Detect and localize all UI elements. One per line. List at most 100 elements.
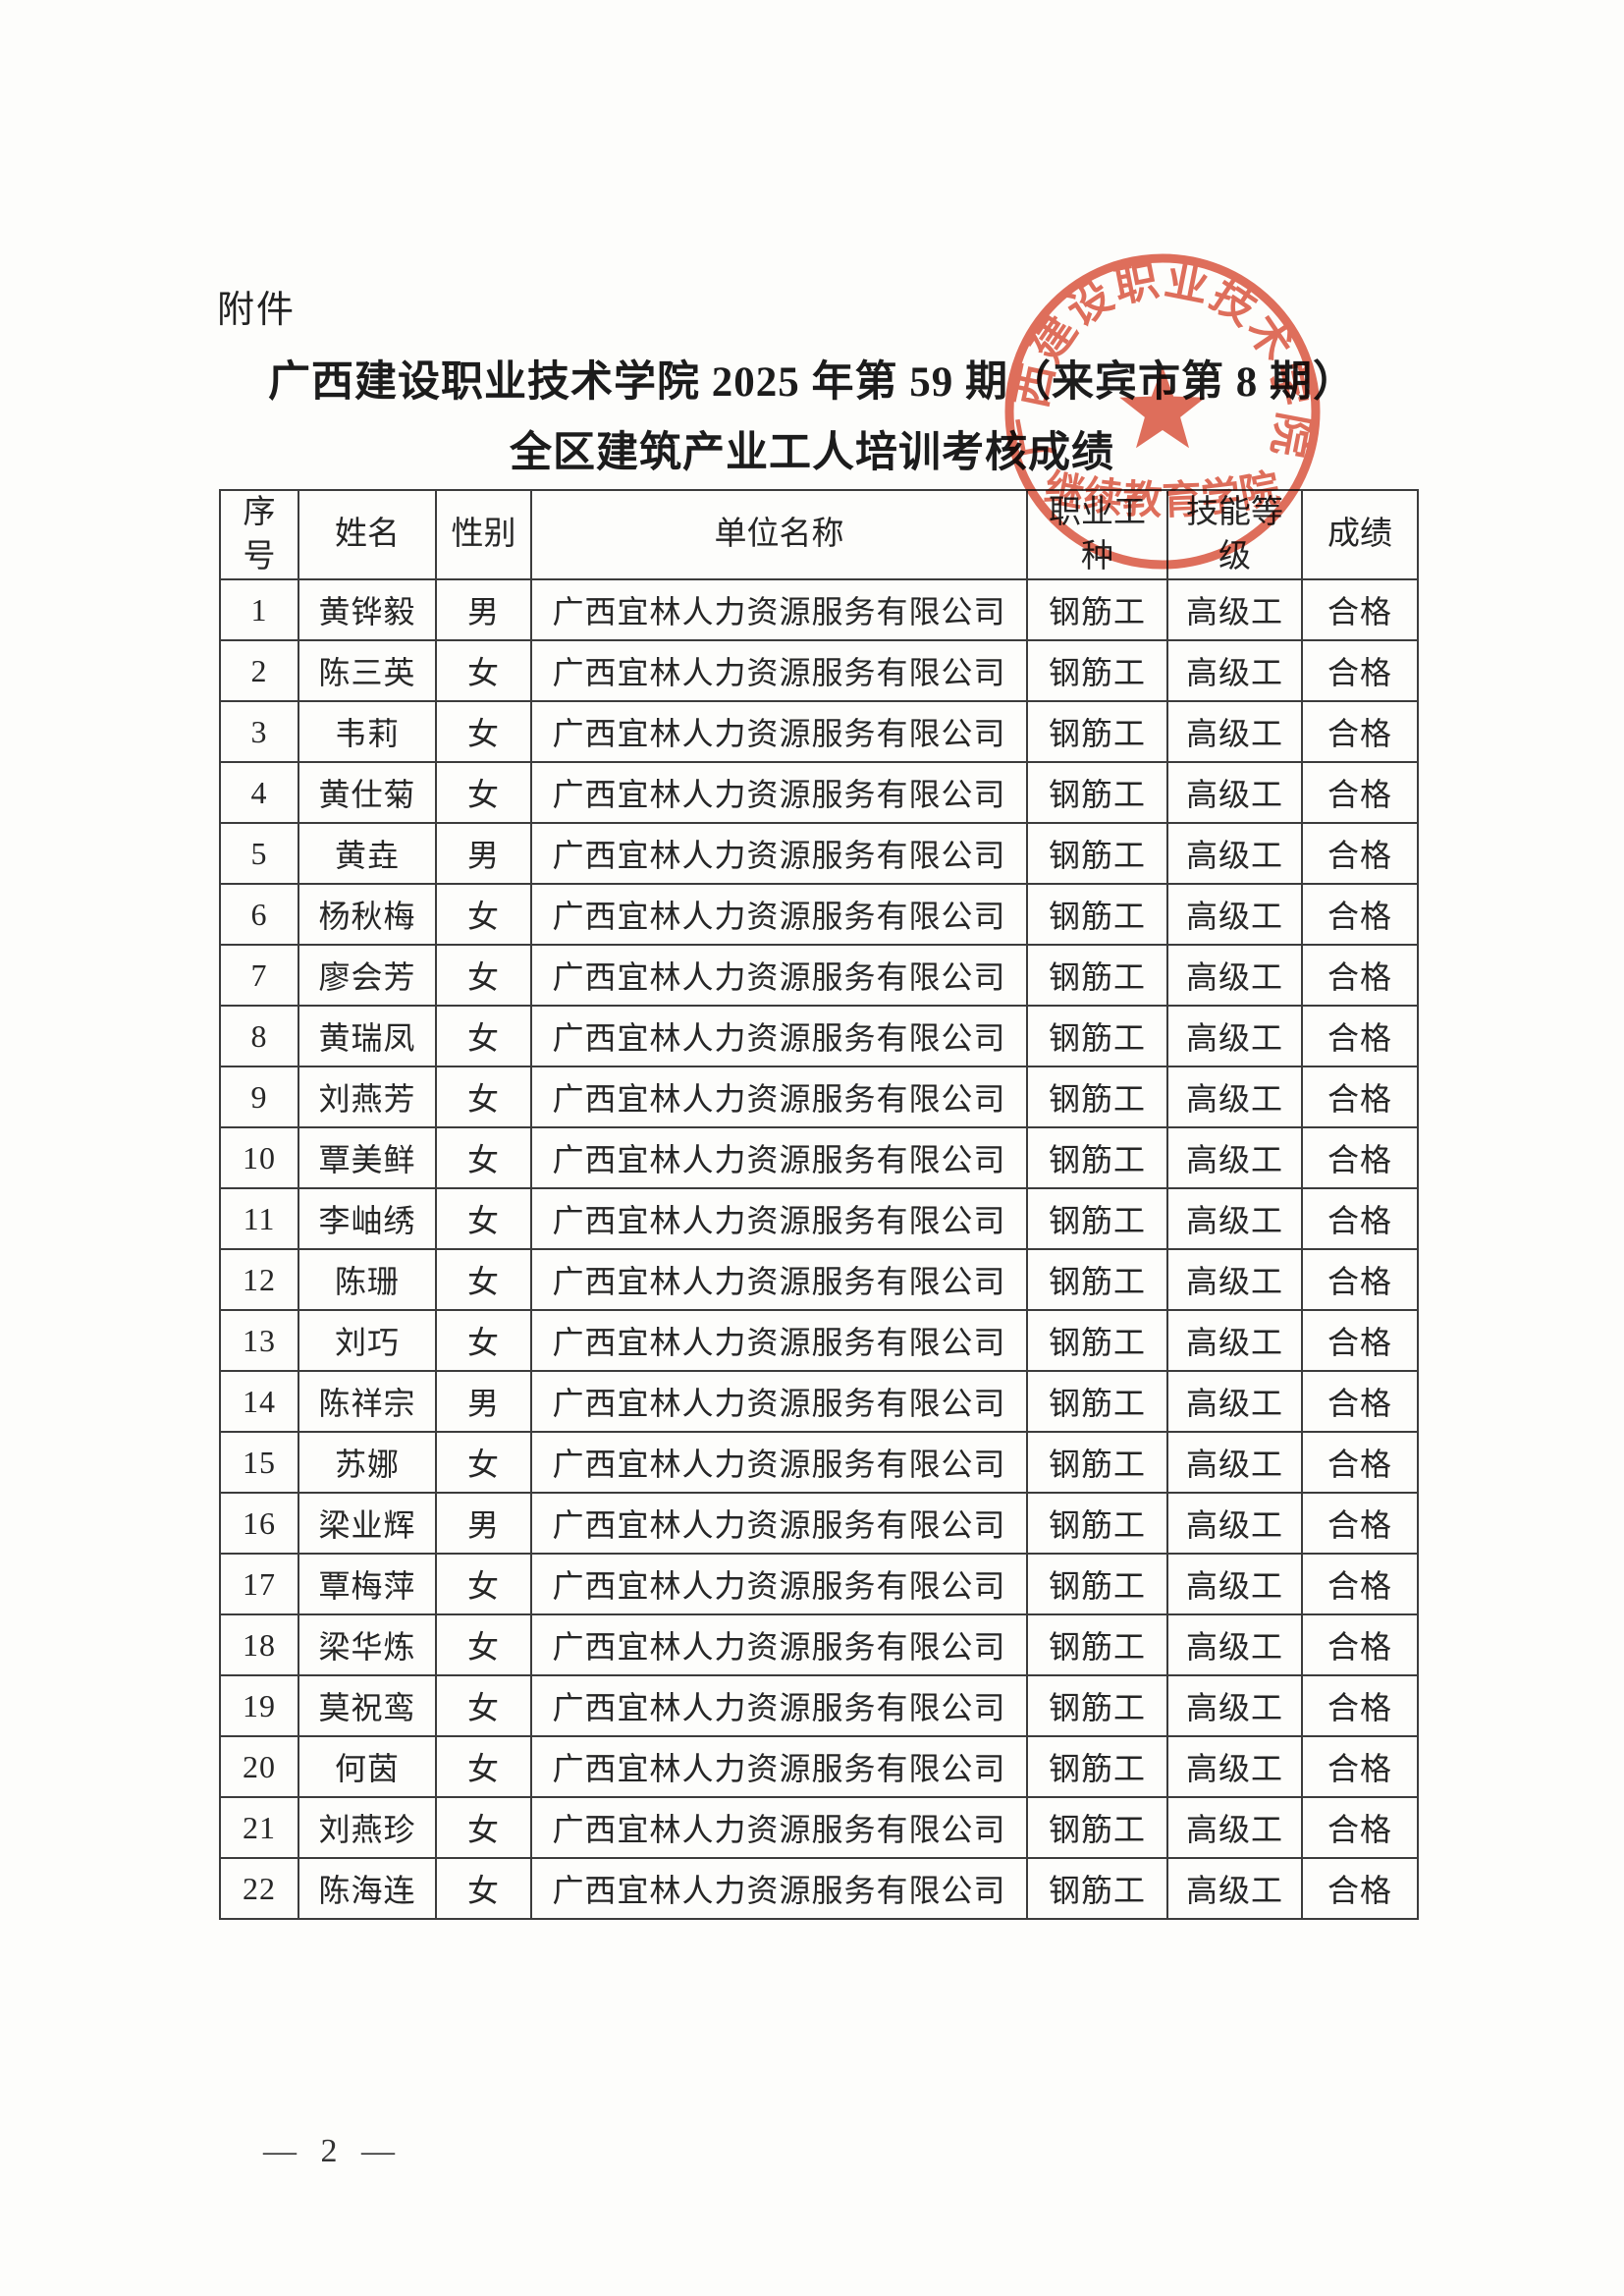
table-cell: 合格 — [1301, 883, 1419, 947]
table-cell: 陈海连 — [298, 1857, 437, 1921]
table-cell: 合格 — [1301, 1126, 1419, 1190]
table-cell: 广西宜林人力资源服务有限公司 — [530, 822, 1028, 886]
column-header: 单位名称 — [530, 488, 1028, 581]
table-row: 11 李岫绣女广西宜林人力资源服务有限公司 钢筋工 高级工 合格 — [219, 1187, 1419, 1251]
table-cell: 钢筋工 — [1026, 1309, 1168, 1373]
table-cell: 高级工 — [1166, 1553, 1303, 1616]
table-cell: 广西宜林人力资源服务有限公司 — [530, 1492, 1028, 1556]
table-cell: 广西宜林人力资源服务有限公司 — [530, 1796, 1028, 1860]
table-cell: 钢筋工 — [1026, 1613, 1168, 1677]
column-header: 序 号 — [219, 488, 299, 581]
table-cell: 广西宜林人力资源服务有限公司 — [530, 761, 1028, 825]
table-cell: 广西宜林人力资源服务有限公司 — [530, 1613, 1028, 1677]
table-row: 16 梁业辉男广西宜林人力资源服务有限公司 钢筋工 高级工 合格 — [219, 1492, 1419, 1556]
table-cell: 19 — [219, 1674, 299, 1738]
table-cell: 女 — [435, 761, 532, 825]
table-row: 17 覃梅萍女广西宜林人力资源服务有限公司 钢筋工 高级工 合格 — [219, 1553, 1419, 1616]
table-cell: 广西宜林人力资源服务有限公司 — [530, 639, 1028, 703]
table-row: 8 黄瑞凤女广西宜林人力资源服务有限公司 钢筋工 高级工 合格 — [219, 1005, 1419, 1068]
table-cell: 男 — [435, 1492, 532, 1556]
table-row: 12 陈珊女广西宜林人力资源服务有限公司 钢筋工 高级工 合格 — [219, 1248, 1419, 1312]
table-cell: 钢筋工 — [1026, 1066, 1168, 1129]
table-cell: 1 — [219, 578, 299, 642]
table-cell: 广西宜林人力资源服务有限公司 — [530, 1370, 1028, 1434]
column-header: 技能等 级 — [1166, 488, 1303, 581]
table-cell: 合格 — [1301, 1492, 1419, 1556]
table-cell: 高级工 — [1166, 1674, 1303, 1738]
table-cell: 广西宜林人力资源服务有限公司 — [530, 1005, 1028, 1068]
table-cell: 钢筋工 — [1026, 1796, 1168, 1860]
table-cell: 6 — [219, 883, 299, 947]
table-cell: 高级工 — [1166, 1431, 1303, 1495]
table-row: 5 黄垚男广西宜林人力资源服务有限公司 钢筋工 高级工 合格 — [219, 822, 1419, 886]
table-cell: 钢筋工 — [1026, 1492, 1168, 1556]
table-cell: 高级工 — [1166, 1126, 1303, 1190]
table-cell: 韦莉 — [298, 700, 437, 764]
table-cell: 女 — [435, 1735, 532, 1799]
table-cell: 广西宜林人力资源服务有限公司 — [530, 1735, 1028, 1799]
table-cell: 女 — [435, 1066, 532, 1129]
table-cell: 20 — [219, 1735, 299, 1799]
table-cell: 12 — [219, 1248, 299, 1312]
table-cell: 合格 — [1301, 944, 1419, 1008]
attachment-label: 附件 — [217, 290, 297, 331]
table-cell: 女 — [435, 700, 532, 764]
table-cell: 苏娜 — [298, 1431, 437, 1495]
table-cell: 合格 — [1301, 639, 1419, 703]
table-cell: 3 — [219, 700, 299, 764]
table-cell: 黄瑞凤 — [298, 1005, 437, 1068]
table-cell: 广西宜林人力资源服务有限公司 — [530, 1187, 1028, 1251]
table-cell: 钢筋工 — [1026, 1126, 1168, 1190]
table-cell: 钢筋工 — [1026, 1370, 1168, 1434]
table-cell: 廖会芳 — [298, 944, 437, 1008]
table-cell: 广西宜林人力资源服务有限公司 — [530, 1553, 1028, 1616]
table-cell: 7 — [219, 944, 299, 1008]
table-cell: 钢筋工 — [1026, 1187, 1168, 1251]
table-cell: 钢筋工 — [1026, 700, 1168, 764]
table-cell: 广西宜林人力资源服务有限公司 — [530, 1066, 1028, 1129]
table-cell: 高级工 — [1166, 1066, 1303, 1129]
table-row: 7 廖会芳女广西宜林人力资源服务有限公司 钢筋工 高级工 合格 — [219, 944, 1419, 1008]
table-cell: 刘燕芳 — [298, 1066, 437, 1129]
table-cell: 合格 — [1301, 1553, 1419, 1616]
table-cell: 高级工 — [1166, 1735, 1303, 1799]
column-header: 成绩 — [1301, 488, 1419, 581]
table-cell: 高级工 — [1166, 1613, 1303, 1677]
table-cell: 广西宜林人力资源服务有限公司 — [530, 1674, 1028, 1738]
table-cell: 广西宜林人力资源服务有限公司 — [530, 578, 1028, 642]
table-cell: 陈祥宗 — [298, 1370, 437, 1434]
table-cell: 高级工 — [1166, 1248, 1303, 1312]
table-cell: 女 — [435, 1309, 532, 1373]
table-cell: 合格 — [1301, 1005, 1419, 1068]
table-cell: 合格 — [1301, 761, 1419, 825]
table-row: 21 刘燕珍女广西宜林人力资源服务有限公司 钢筋工 高级工 合格 — [219, 1796, 1419, 1860]
table-cell: 钢筋工 — [1026, 822, 1168, 886]
column-header: 姓名 — [298, 488, 437, 581]
table-cell: 广西宜林人力资源服务有限公司 — [530, 700, 1028, 764]
table-cell: 合格 — [1301, 1066, 1419, 1129]
table-cell: 钢筋工 — [1026, 883, 1168, 947]
table-body: 1 黄铧毅男广西宜林人力资源服务有限公司 钢筋工 高级工 合格 2 陈三英女广西宜林人力资源… — [219, 578, 1419, 1921]
table-cell: 高级工 — [1166, 578, 1303, 642]
table-cell: 高级工 — [1166, 1370, 1303, 1434]
column-header: 职业工 种 — [1026, 488, 1168, 581]
table-cell: 李岫绣 — [298, 1187, 437, 1251]
table-cell: 合格 — [1301, 1309, 1419, 1373]
table-cell: 女 — [435, 1553, 532, 1616]
table-cell: 黄垚 — [298, 822, 437, 886]
document-title-line2: 全区建筑产业工人培训考核成绩 — [510, 430, 1114, 476]
table-cell: 钢筋工 — [1026, 1857, 1168, 1921]
table-cell: 钢筋工 — [1026, 639, 1168, 703]
table-row: 2 陈三英女广西宜林人力资源服务有限公司 钢筋工 高级工 合格 — [219, 639, 1419, 703]
table-row: 9 刘燕芳女广西宜林人力资源服务有限公司 钢筋工 高级工 合格 — [219, 1066, 1419, 1129]
table-cell: 高级工 — [1166, 883, 1303, 947]
table-cell: 高级工 — [1166, 1857, 1303, 1921]
table-row: 1 黄铧毅男广西宜林人力资源服务有限公司 钢筋工 高级工 合格 — [219, 578, 1419, 642]
table-row: 3 韦莉女广西宜林人力资源服务有限公司 钢筋工 高级工 合格 — [219, 700, 1419, 764]
table-cell: 钢筋工 — [1026, 944, 1168, 1008]
table-cell: 高级工 — [1166, 1187, 1303, 1251]
table-cell: 女 — [435, 944, 532, 1008]
table-cell: 覃美鲜 — [298, 1126, 437, 1190]
table-cell: 钢筋工 — [1026, 1248, 1168, 1312]
